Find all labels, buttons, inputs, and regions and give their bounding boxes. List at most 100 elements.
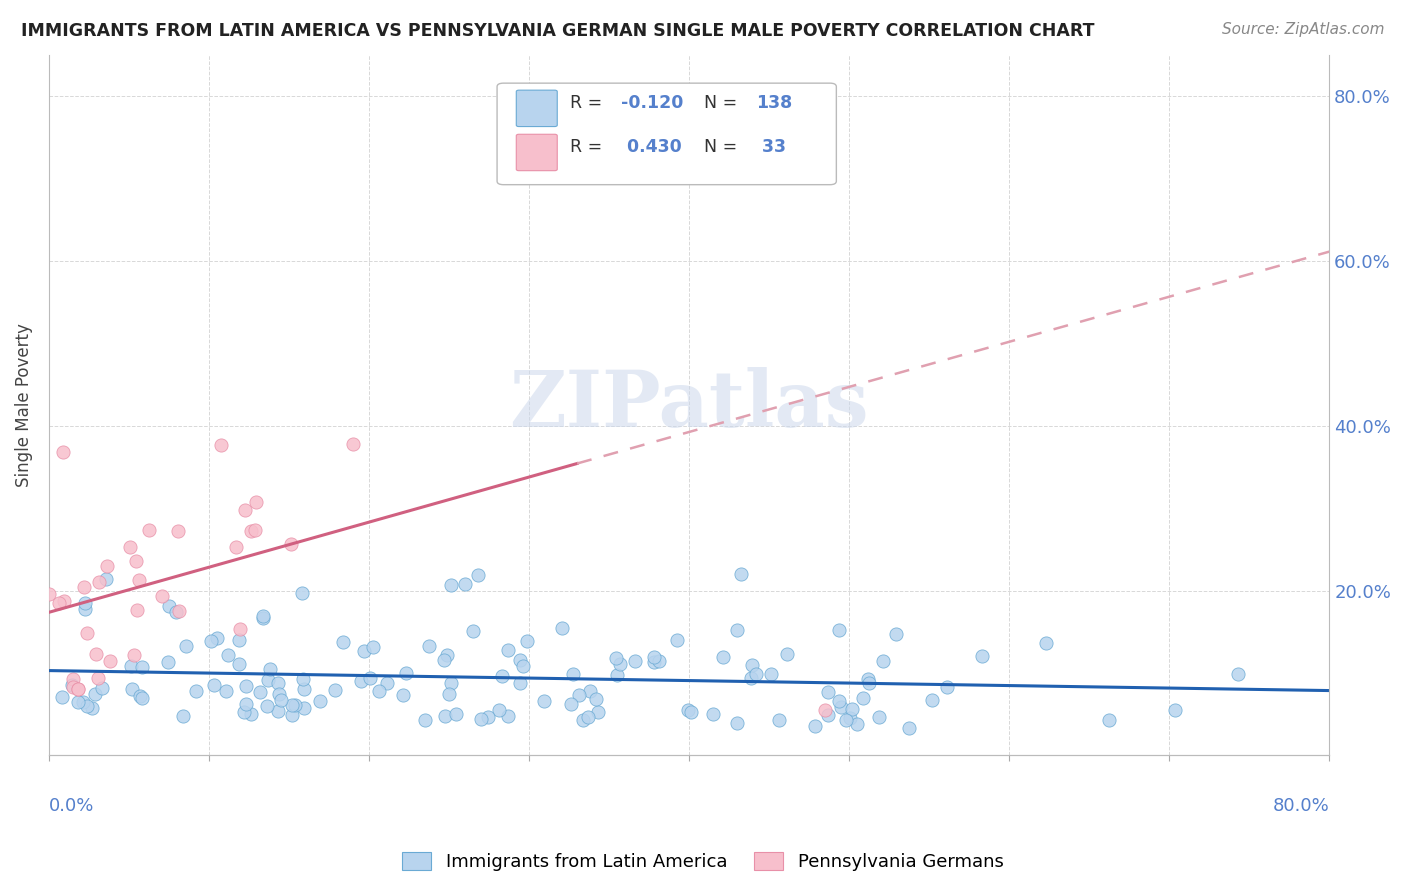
Point bbox=[169, 604, 191, 618]
Point bbox=[150, 589, 173, 603]
Point bbox=[1227, 667, 1250, 681]
Point bbox=[509, 676, 531, 690]
Point bbox=[768, 713, 790, 727]
Point bbox=[82, 701, 104, 715]
Point bbox=[240, 706, 263, 721]
Point bbox=[588, 705, 610, 719]
Point bbox=[572, 713, 595, 727]
Point bbox=[239, 524, 262, 538]
Point bbox=[436, 648, 458, 663]
Point bbox=[52, 445, 75, 459]
Point bbox=[353, 644, 375, 658]
Point bbox=[434, 708, 457, 723]
Text: -0.120: -0.120 bbox=[621, 94, 683, 112]
Legend: Immigrants from Latin America, Pennsylvania Germans: Immigrants from Latin America, Pennsylva… bbox=[395, 846, 1011, 879]
Point bbox=[281, 698, 304, 712]
Text: ZIPatlas: ZIPatlas bbox=[509, 368, 869, 443]
Point bbox=[350, 674, 373, 689]
Point bbox=[679, 705, 702, 719]
Point bbox=[533, 694, 555, 708]
Point bbox=[235, 698, 257, 712]
Point bbox=[609, 657, 631, 672]
Point bbox=[745, 667, 768, 681]
FancyBboxPatch shape bbox=[498, 83, 837, 185]
Point bbox=[446, 707, 468, 722]
Point bbox=[579, 684, 602, 698]
Point bbox=[418, 639, 440, 653]
Point bbox=[228, 623, 250, 637]
Point bbox=[395, 666, 418, 681]
Text: 80.0%: 80.0% bbox=[1272, 797, 1329, 815]
Point bbox=[868, 710, 890, 724]
Point bbox=[76, 626, 98, 640]
Point bbox=[252, 611, 274, 625]
Point bbox=[167, 524, 190, 539]
Point bbox=[259, 662, 281, 676]
Point bbox=[846, 716, 869, 731]
Point bbox=[817, 707, 839, 722]
Point bbox=[249, 685, 271, 699]
Point bbox=[574, 155, 596, 169]
Point bbox=[228, 633, 250, 648]
Point bbox=[665, 633, 688, 648]
Point bbox=[761, 667, 783, 681]
Point bbox=[256, 698, 278, 713]
Point bbox=[280, 707, 302, 722]
Point bbox=[96, 559, 118, 574]
Point bbox=[48, 596, 70, 610]
Point bbox=[291, 672, 314, 686]
Point bbox=[830, 699, 852, 714]
Point bbox=[245, 524, 267, 538]
Point bbox=[75, 596, 97, 610]
Point bbox=[124, 648, 146, 662]
Point bbox=[643, 649, 665, 664]
Point bbox=[51, 690, 73, 704]
Point bbox=[725, 716, 748, 731]
FancyBboxPatch shape bbox=[516, 135, 557, 170]
Point bbox=[52, 594, 75, 608]
Point bbox=[125, 554, 148, 568]
Point bbox=[839, 711, 862, 725]
Point bbox=[84, 647, 107, 661]
Point bbox=[702, 706, 724, 721]
Point bbox=[76, 698, 98, 713]
Text: R =: R = bbox=[569, 94, 607, 112]
Point bbox=[624, 654, 647, 668]
Point bbox=[643, 655, 665, 669]
Y-axis label: Single Male Poverty: Single Male Poverty bbox=[15, 323, 32, 487]
Point bbox=[461, 624, 484, 639]
Point bbox=[488, 703, 510, 717]
Point bbox=[157, 599, 180, 613]
Text: 0.0%: 0.0% bbox=[49, 797, 94, 815]
Point bbox=[740, 671, 762, 685]
Point bbox=[898, 721, 921, 735]
Point bbox=[98, 654, 121, 668]
Point bbox=[516, 634, 538, 648]
Point bbox=[292, 700, 315, 714]
Point bbox=[803, 719, 825, 733]
Point bbox=[375, 676, 398, 690]
Point bbox=[1035, 635, 1057, 649]
Point bbox=[496, 643, 519, 657]
Point bbox=[257, 673, 280, 688]
Point bbox=[852, 691, 875, 706]
Point bbox=[433, 653, 456, 667]
Point bbox=[730, 567, 752, 582]
Point bbox=[551, 621, 574, 635]
Text: IMMIGRANTS FROM LATIN AMERICA VS PENNSYLVANIA GERMAN SINGLE MALE POVERTY CORRELA: IMMIGRANTS FROM LATIN AMERICA VS PENNSYL… bbox=[21, 22, 1095, 40]
Text: N =: N = bbox=[704, 137, 744, 156]
Point bbox=[437, 687, 460, 701]
Point bbox=[872, 655, 894, 669]
Point bbox=[62, 672, 84, 686]
Point bbox=[332, 635, 354, 649]
Point bbox=[228, 657, 250, 671]
Text: 0.430: 0.430 bbox=[621, 137, 682, 156]
Point bbox=[1164, 704, 1187, 718]
Point bbox=[858, 672, 880, 686]
Point bbox=[585, 692, 607, 706]
Text: Source: ZipAtlas.com: Source: ZipAtlas.com bbox=[1222, 22, 1385, 37]
Point bbox=[174, 639, 197, 653]
Point bbox=[970, 649, 993, 664]
Point bbox=[89, 574, 111, 589]
Point bbox=[128, 573, 150, 587]
